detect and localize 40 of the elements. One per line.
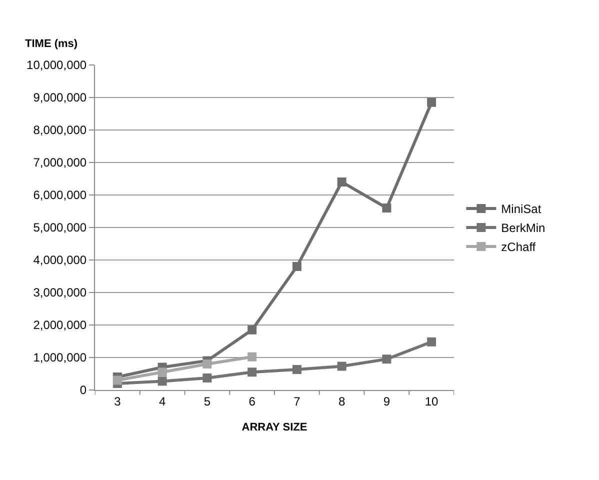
legend-label: BerkMin <box>501 221 546 236</box>
point <box>158 368 167 377</box>
y-tick-label: 10,000,000 <box>26 58 87 72</box>
x-tick-label: 3 <box>114 394 122 408</box>
y-tick-label: 0 <box>80 383 87 398</box>
legend-label: MiniSat <box>501 202 542 216</box>
point <box>337 178 346 186</box>
point <box>292 365 302 374</box>
y-tick-label: 1,000,000 <box>33 350 87 365</box>
point <box>292 262 302 271</box>
point <box>382 354 392 364</box>
point <box>158 376 167 386</box>
y-tick-label: 5,000,000 <box>33 220 87 235</box>
x-tick-label: 4 <box>158 394 166 408</box>
y-tick-label: 4,000,000 <box>33 253 87 268</box>
point <box>337 362 346 371</box>
x-tick-label: 6 <box>248 394 256 408</box>
point <box>427 337 436 346</box>
y-tick-label: 9,000,000 <box>33 90 87 105</box>
y-tick-label: 2,000,000 <box>33 318 87 332</box>
y-tick-label: 8,000,000 <box>33 123 87 138</box>
point <box>112 376 122 385</box>
y-tick-label: 3,000,000 <box>33 286 87 300</box>
point <box>248 352 257 362</box>
point <box>248 325 257 334</box>
point <box>202 360 212 368</box>
y-tick-label: 6,000,000 <box>33 188 87 202</box>
point <box>202 373 212 382</box>
x-tick-label: 7 <box>294 394 301 408</box>
x-tick-label: 10 <box>424 394 439 408</box>
y-axis-title: TIME (ms) <box>25 38 78 50</box>
point <box>248 368 257 377</box>
y-tick-label: 7,000,000 <box>33 156 87 170</box>
x-tick-label: 9 <box>383 394 390 408</box>
x-tick-label: 8 <box>338 394 346 408</box>
point <box>427 98 436 107</box>
x-tick-label: 5 <box>204 394 211 408</box>
point <box>382 204 392 212</box>
legend-label: zChaff <box>501 240 536 254</box>
x-axis-title: ARRAY SIZE <box>242 422 308 434</box>
